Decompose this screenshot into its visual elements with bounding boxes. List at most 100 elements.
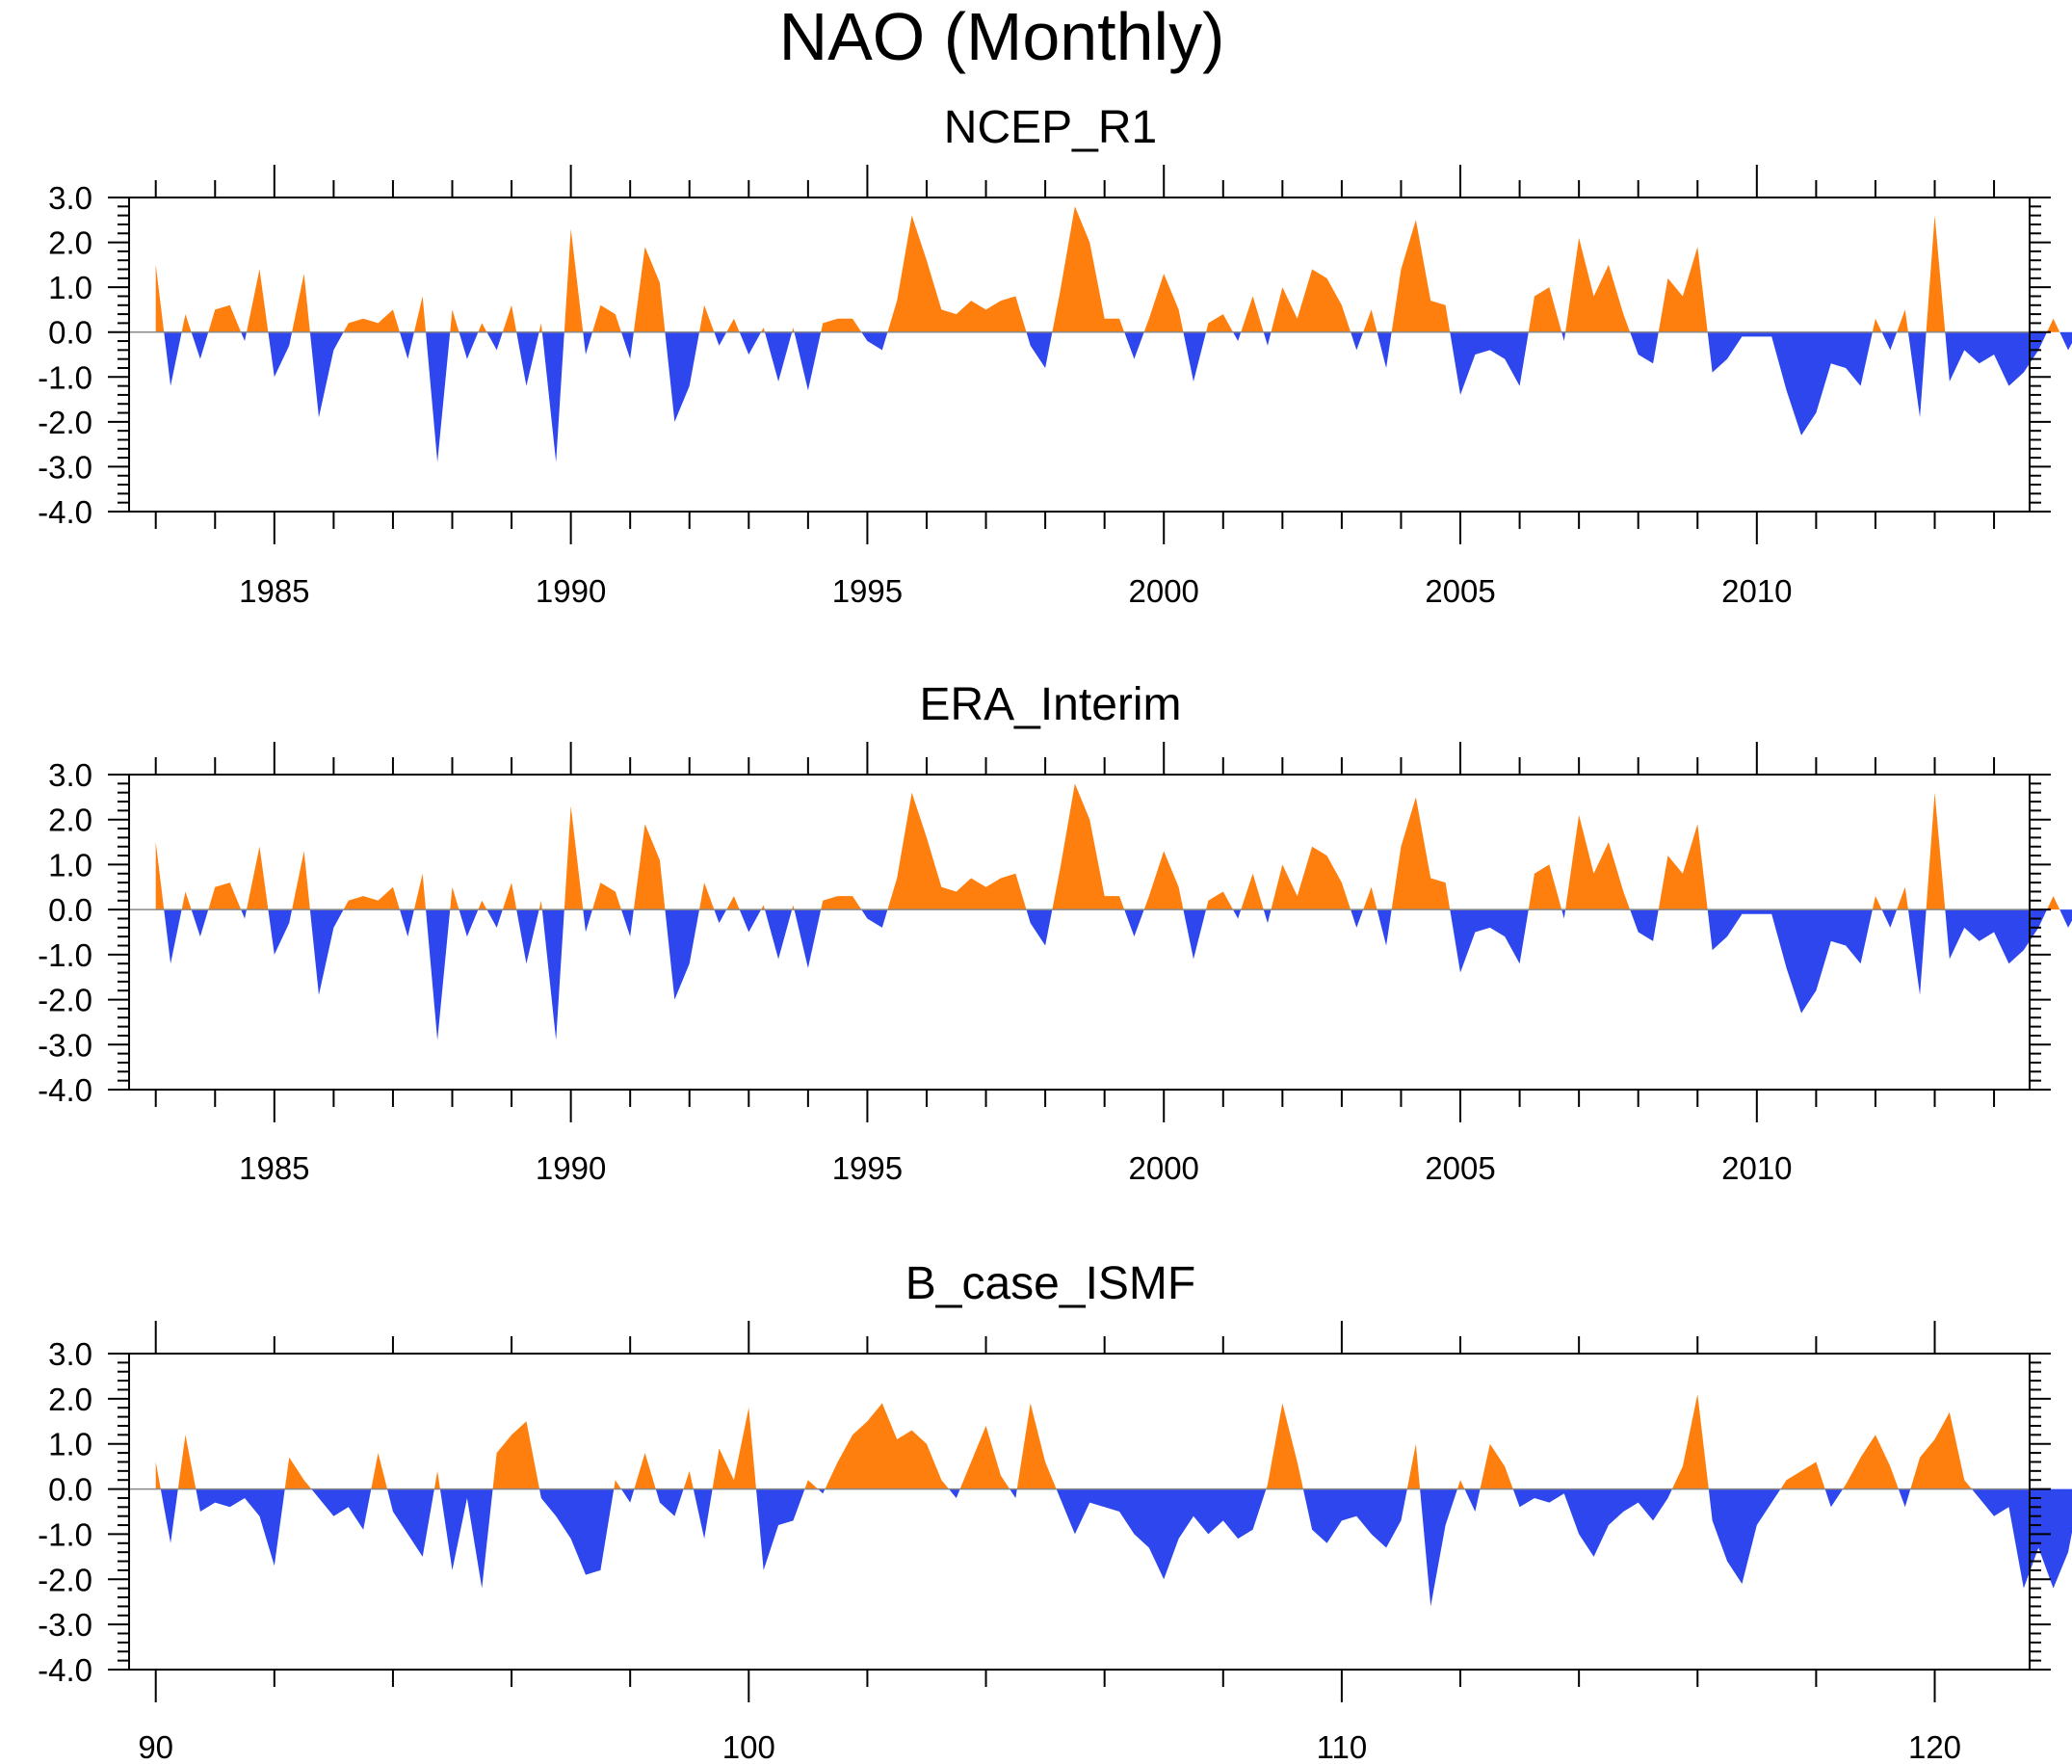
panel-ncep-r1: NCEP_R1 3.0 2.0 1.0 0.0 -1.0 -2.0 -3.0 -4.0 1985 1… bbox=[38, 102, 2072, 609]
positive-anomaly-area bbox=[683, 1470, 694, 1489]
positive-anomaly-area bbox=[792, 905, 795, 910]
y-tick-label: 0.0 bbox=[48, 315, 92, 351]
negative-anomaly-area bbox=[756, 1488, 805, 1570]
negative-anomaly-area bbox=[1450, 909, 1529, 973]
negative-anomaly-area bbox=[1561, 909, 1566, 919]
x-tick-label: 1995 bbox=[832, 1150, 903, 1186]
positive-anomaly-area bbox=[821, 318, 862, 332]
negative-anomaly-area bbox=[1377, 909, 1392, 946]
negative-anomaly-area bbox=[1450, 331, 1529, 395]
x-tick-label: 2010 bbox=[1721, 573, 1792, 609]
positive-anomaly-area bbox=[208, 304, 242, 332]
positive-anomaly-area bbox=[413, 873, 427, 910]
negative-anomaly-area bbox=[861, 331, 888, 351]
positive-anomaly-area bbox=[592, 304, 621, 332]
positive-anomaly-area bbox=[1565, 237, 1631, 332]
negative-anomaly-area bbox=[1907, 909, 1927, 995]
negative-anomaly-area bbox=[399, 331, 414, 359]
negative-anomaly-area bbox=[191, 909, 209, 937]
positive-anomaly-area bbox=[155, 842, 165, 910]
negative-anomaly-area bbox=[541, 331, 564, 462]
positive-anomaly-area bbox=[887, 215, 1027, 332]
negative-anomaly-area bbox=[1183, 909, 1207, 960]
positive-anomaly-area bbox=[1528, 287, 1562, 332]
negative-anomaly-area bbox=[583, 909, 593, 933]
positive-anomaly-area bbox=[284, 1457, 312, 1489]
positive-anomaly-area bbox=[492, 1421, 540, 1489]
positive-anomaly-area bbox=[1206, 314, 1234, 332]
negative-anomaly-area bbox=[1464, 1488, 1481, 1512]
x-tick-label: 1995 bbox=[832, 573, 903, 609]
positive-anomaly-area bbox=[1897, 309, 1908, 332]
x-tick-label: 110 bbox=[1317, 1729, 1368, 1764]
y-tick-label: -4.0 bbox=[38, 494, 92, 530]
positive-anomaly-area bbox=[292, 274, 310, 332]
negative-anomaly-area bbox=[541, 909, 564, 1040]
positive-anomaly-area bbox=[1671, 1394, 1709, 1489]
negative-anomaly-area bbox=[620, 1488, 635, 1503]
y-tick-label: 0.0 bbox=[48, 1472, 92, 1508]
negative-anomaly-area bbox=[486, 909, 503, 928]
panel-b-case-ismf: B_case_ISMF 3.0 2.0 1.0 0.0 -1.0 -2.0 -3.0 -4.0 9… bbox=[38, 1258, 2072, 1764]
positive-anomaly-area bbox=[699, 882, 715, 910]
positive-anomaly-area bbox=[1363, 309, 1377, 332]
y-tick-label: 2.0 bbox=[48, 803, 92, 838]
negative-anomaly-area bbox=[1824, 1488, 1844, 1508]
y-tick-label: -3.0 bbox=[38, 1027, 92, 1063]
positive-anomaly-area bbox=[343, 309, 400, 332]
negative-anomaly-area bbox=[1183, 331, 1207, 382]
positive-anomaly-area bbox=[804, 1480, 819, 1489]
negative-anomaly-area bbox=[655, 1488, 684, 1516]
negative-anomaly-area bbox=[1351, 331, 1364, 351]
positive-anomaly-area bbox=[1266, 1403, 1303, 1489]
negative-anomaly-area bbox=[268, 909, 293, 955]
negative-anomaly-area bbox=[196, 1488, 285, 1567]
plot-frame bbox=[128, 1353, 2031, 1671]
positive-anomaly-area bbox=[959, 1425, 1010, 1489]
negative-anomaly-area bbox=[1945, 331, 2048, 386]
negative-anomaly-area bbox=[191, 331, 209, 359]
positive-anomaly-area bbox=[1897, 886, 1908, 910]
positive-anomaly-area bbox=[1241, 296, 1264, 332]
positive-anomaly-area bbox=[564, 228, 584, 332]
negative-anomaly-area bbox=[714, 331, 727, 346]
positive-anomaly-area bbox=[177, 1435, 197, 1489]
y-tick-label: -4.0 bbox=[38, 1072, 92, 1108]
positive-anomaly-area bbox=[181, 314, 192, 332]
positive-anomaly-area bbox=[821, 896, 862, 910]
y-tick-label: -1.0 bbox=[38, 1516, 92, 1552]
positive-anomaly-area bbox=[413, 296, 427, 332]
negative-anomaly-area bbox=[794, 331, 822, 391]
positive-anomaly-area bbox=[761, 328, 765, 332]
positive-anomaly-area bbox=[1271, 269, 1351, 332]
negative-anomaly-area bbox=[516, 909, 539, 964]
positive-anomaly-area bbox=[478, 323, 487, 332]
negative-anomaly-area bbox=[2059, 909, 2072, 928]
negative-anomaly-area bbox=[1302, 1488, 1407, 1548]
x-tick-label: 1990 bbox=[536, 573, 606, 609]
y-tick-label: 1.0 bbox=[48, 847, 92, 882]
positive-anomaly-area bbox=[1391, 220, 1451, 332]
negative-anomaly-area bbox=[1233, 331, 1242, 342]
positive-anomaly-area bbox=[633, 824, 666, 910]
negative-anomaly-area bbox=[516, 331, 539, 386]
positive-anomaly-area bbox=[371, 1453, 388, 1489]
negative-anomaly-area bbox=[1630, 331, 1659, 364]
negative-anomaly-area bbox=[426, 909, 451, 1040]
positive-anomaly-area bbox=[1206, 891, 1234, 910]
positive-anomaly-area bbox=[1843, 1435, 1899, 1489]
positive-anomaly-area bbox=[2047, 318, 2060, 332]
x-tick-label: 90 bbox=[138, 1729, 173, 1764]
negative-anomaly-area bbox=[693, 1488, 713, 1540]
panel-title: ERA_Interim bbox=[919, 679, 1181, 730]
negative-anomaly-area bbox=[539, 1488, 615, 1575]
negative-anomaly-area bbox=[583, 331, 593, 355]
positive-anomaly-area bbox=[502, 304, 517, 332]
negative-anomaly-area bbox=[164, 909, 182, 964]
negative-anomaly-area bbox=[1512, 1488, 1672, 1557]
positive-anomaly-area bbox=[1052, 783, 1125, 910]
x-tick-label: 2005 bbox=[1425, 573, 1495, 609]
negative-anomaly-area bbox=[620, 331, 634, 359]
y-tick-label: 1.0 bbox=[48, 270, 92, 305]
negative-anomaly-area bbox=[1971, 1488, 2072, 1589]
